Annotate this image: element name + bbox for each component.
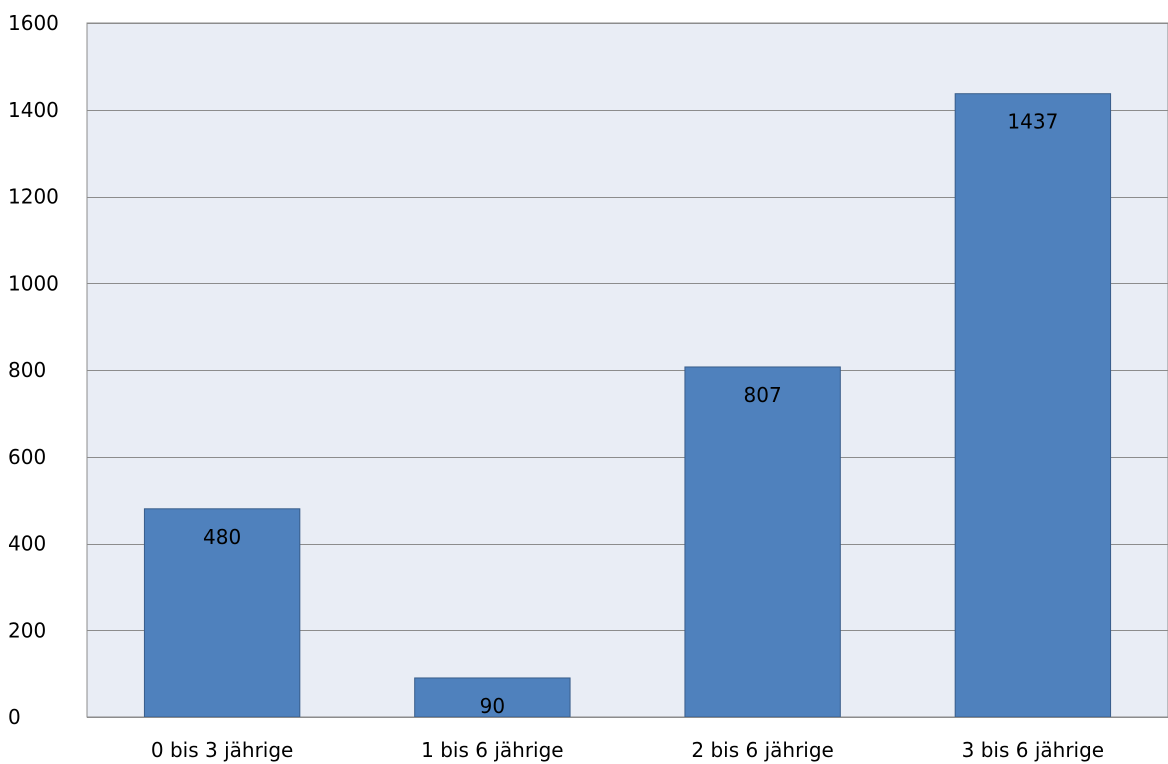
y-tick-label-1000: 1000 <box>8 271 59 295</box>
y-tick-label-0: 0 <box>8 705 21 729</box>
y-tick-label-1200: 1200 <box>8 185 59 209</box>
category-label-1: 0 bis 3 jährige <box>151 738 293 762</box>
y-tick-label-400: 400 <box>8 532 46 556</box>
category-label-4: 3 bis 6 jährige <box>962 738 1104 762</box>
y-axis-tick-labels: 0 200 400 600 800 1000 1200 1400 1600 <box>8 11 59 729</box>
y-tick-label-1600: 1600 <box>8 11 59 35</box>
x-axis-category-labels: 0 bis 3 jährige 1 bis 6 jährige 2 bis 6 jä… <box>151 738 1104 762</box>
data-label-4: 1437 <box>1007 110 1058 134</box>
y-tick-label-1400: 1400 <box>8 98 59 122</box>
bar-1 <box>143 508 301 718</box>
bar-3 <box>684 366 841 718</box>
bars <box>143 93 1112 718</box>
y-tick-label-800: 800 <box>8 358 46 382</box>
y-tick-label-600: 600 <box>8 445 46 469</box>
data-label-3: 807 <box>744 383 782 407</box>
bar-4 <box>954 93 1112 718</box>
data-label-2: 90 <box>480 694 505 718</box>
data-label-1: 480 <box>203 525 241 549</box>
y-tick-label-200: 200 <box>8 618 46 642</box>
data-labels: 480 90 807 1437 <box>203 110 1058 718</box>
category-label-3: 2 bis 6 jährige <box>691 738 833 762</box>
category-label-2: 1 bis 6 jährige <box>421 738 563 762</box>
